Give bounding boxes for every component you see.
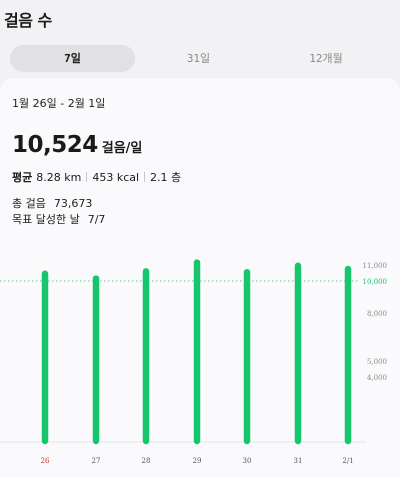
x-tick-label: 27 [92, 457, 101, 465]
x-tick-label: 31 [294, 457, 303, 465]
distance-value: 8.28 km [36, 170, 82, 184]
x-tick-label: 2/1 [342, 457, 353, 465]
y-tick-label: 5,000 [367, 358, 387, 366]
y-tick-label: 10,000 [363, 278, 388, 286]
header: 걸음 수 [0, 0, 400, 40]
page-title: 걸음 수 [4, 11, 52, 30]
x-tick-label: 26 [41, 457, 50, 465]
x-tick-label: 29 [193, 457, 202, 465]
divider [86, 172, 88, 182]
y-tick-label: 8,000 [367, 310, 387, 318]
divider [144, 172, 146, 182]
calories-value: 453 kcal [92, 170, 140, 184]
distance-label: 평균 [12, 171, 33, 184]
x-tick-label: 28 [142, 457, 151, 465]
average-steps-unit: 걸음/일 [101, 141, 143, 156]
tab-12-months[interactable]: 12개월 [309, 52, 343, 65]
total-steps-value: 73,673 [53, 197, 93, 210]
goal-days-row: 목표 달성한 날 7/7 [12, 211, 105, 227]
period-tabs: 7일 31일 12개월 [10, 45, 390, 72]
total-steps-row: 총 걸음 73,673 [12, 195, 92, 211]
goal-days-value: 7/7 [87, 213, 106, 226]
tab-31-days[interactable]: 31일 [186, 52, 211, 65]
x-tick-label: 30 [243, 457, 252, 465]
floors-value: 2.1 층 [150, 171, 182, 184]
average-steps: 10,524 걸음/일 [12, 132, 142, 158]
date-range: 1월 26일 - 2월 1일 [12, 97, 106, 110]
y-tick-label: 11,000 [363, 262, 388, 270]
stats-row: 평균 8.28 km 453 kcal 2.1 층 [12, 169, 181, 185]
total-steps-label: 총 걸음 [12, 197, 46, 210]
tab-7-days[interactable]: 7일 [10, 45, 135, 72]
y-tick-label: 4,000 [367, 374, 387, 382]
goal-days-label: 목표 달성한 날 [12, 213, 80, 226]
average-steps-value: 10,524 [12, 132, 98, 158]
